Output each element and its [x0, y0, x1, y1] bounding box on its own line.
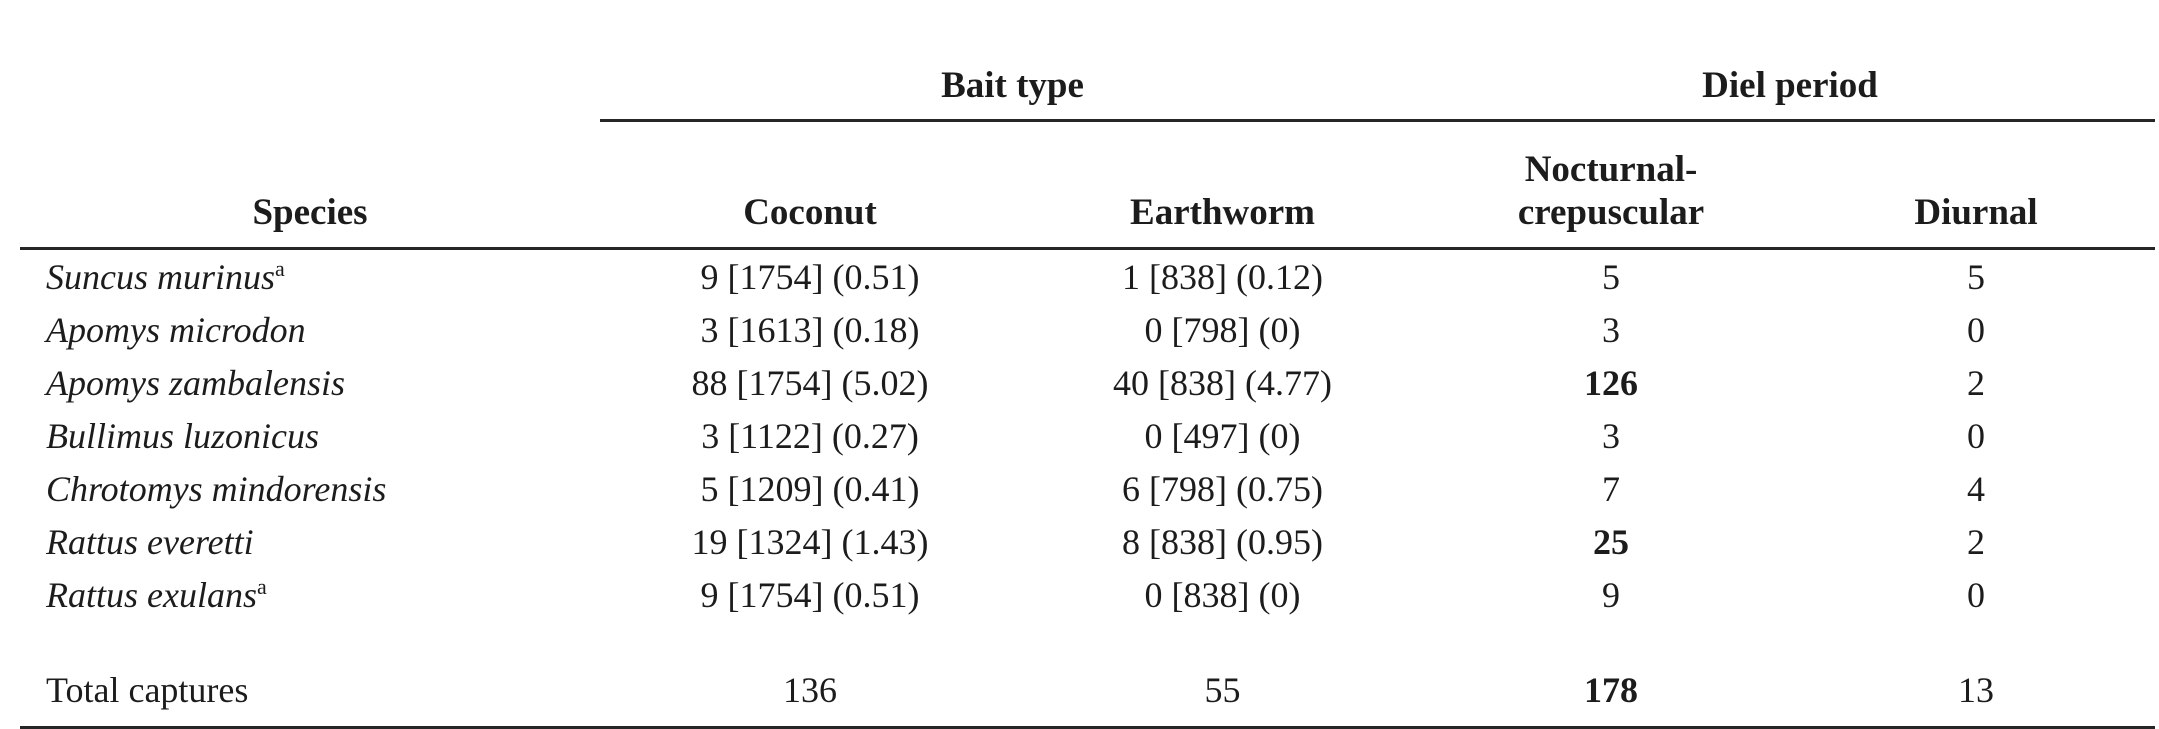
species-name: Rattus exulansa [20, 568, 600, 621]
diurnal-value: 4 [1967, 468, 1986, 509]
column-header-nocturnal-crepuscular: Nocturnal-crepuscular [1425, 120, 1798, 250]
group-header-spacer [20, 0, 600, 121]
coconut-value: 3 [1613] (0.18) [700, 309, 920, 350]
species-text: Rattus exulans [46, 574, 257, 615]
species-footnote-marker: a [256, 573, 267, 599]
diurnal-value: 2 [1967, 362, 1986, 403]
nocturnal-value: 25 [1593, 521, 1630, 562]
species-name: Rattus everetti [20, 515, 600, 568]
total-coconut-value: 136 [600, 621, 1020, 729]
coconut-value: 3 [1122] (0.27) [701, 415, 919, 456]
column-header-species: Species [20, 120, 600, 250]
coconut-value: 88 [1754] (5.02) [691, 362, 929, 403]
group-header-bait-type: Bait type [600, 0, 1426, 122]
table-row-apomys-zambalensis: Apomys zambalensis 88 [1754] (5.02) 40 [… [20, 356, 2155, 409]
coconut-value: 9 [1754] (0.51) [700, 574, 920, 615]
coconut-value: 19 [1324] (1.43) [691, 521, 929, 562]
table-row-suncus-murinus: Suncus murinusa 9 [1754] (0.51) 1 [838] … [20, 249, 2155, 304]
column-header-diurnal: Diurnal [1797, 120, 2156, 250]
species-text: Bullimus luzonicus [46, 415, 320, 456]
species-name: Apomys microdon [20, 303, 600, 356]
group-header-diel-period: Diel period [1425, 0, 2156, 122]
table-row-bullimus-luzonicus: Bullimus luzonicus 3 [1122] (0.27) 0 [49… [20, 409, 2155, 462]
total-captures-row: Total captures 136 55 178 13 [20, 621, 2156, 729]
nocturnal-value: 7 [1602, 468, 1621, 509]
coconut-value: 5 [1209] (0.41) [700, 468, 920, 509]
table-row-rattus-everetti: Rattus everetti 19 [1324] (1.43) 8 [838]… [20, 515, 2155, 568]
group-header-row: Bait type Diel period [20, 0, 2156, 122]
nocturnal-value: 3 [1602, 415, 1621, 456]
coconut-value: 9 [1754] (0.51) [700, 256, 920, 297]
earthworm-value: 6 [798] (0.75) [1122, 468, 1323, 509]
total-captures-label: Total captures [20, 621, 600, 729]
species-name: Bullimus luzonicus [20, 409, 600, 462]
nocturnal-value: 126 [1584, 362, 1639, 403]
column-header-coconut: Coconut [600, 120, 1020, 250]
species-text: Suncus murinus [46, 256, 276, 297]
diurnal-value: 2 [1967, 521, 1986, 562]
species-name: Apomys zambalensis [20, 356, 600, 409]
nocturnal-value: 5 [1602, 256, 1621, 297]
table-row-chrotomys-mindorensis: Chrotomys mindorensis 5 [1209] (0.41) 6 … [20, 462, 2155, 515]
species-text: Apomys zambalensis [46, 362, 345, 403]
diurnal-value: 0 [1967, 574, 1986, 615]
column-header-earthworm: Earthworm [1020, 120, 1426, 250]
species-text: Apomys microdon [46, 309, 306, 350]
species-footnote-marker: a [275, 255, 285, 281]
nocturnal-value: 9 [1602, 574, 1621, 615]
total-earthworm-value: 55 [1020, 621, 1426, 729]
total-nocturnal-value: 178 [1425, 621, 1798, 729]
species-text: Rattus everetti [46, 521, 254, 562]
total-diurnal-value: 13 [1797, 621, 2156, 729]
species-text: Chrotomys mindorensis [46, 468, 387, 509]
diurnal-value: 0 [1967, 309, 1986, 350]
column-header-row: Species Coconut Earthworm Nocturnal-crep… [20, 120, 2156, 250]
earthworm-value: 8 [838] (0.95) [1122, 521, 1323, 562]
species-name: Suncus murinusa [20, 249, 600, 304]
earthworm-value: 0 [838] (0) [1144, 574, 1301, 615]
earthworm-value: 40 [838] (4.77) [1113, 362, 1332, 403]
table-row-rattus-exulans: Rattus exulansa 9 [1754] (0.51) 0 [838] … [20, 568, 2155, 621]
table-row-apomys-microdon: Apomys microdon 3 [1613] (0.18) 0 [798] … [20, 303, 2155, 356]
earthworm-value: 0 [497] (0) [1144, 415, 1301, 456]
diurnal-value: 5 [1967, 256, 1986, 297]
earthworm-value: 1 [838] (0.12) [1122, 256, 1323, 297]
diurnal-value: 0 [1967, 415, 1986, 456]
earthworm-value: 0 [798] (0) [1144, 309, 1301, 350]
column-header-nocturnal-label: Nocturnal-crepuscular [1517, 148, 1705, 234]
captures-table: Bait type Diel period Species Coconut Ea… [20, 0, 2156, 729]
species-name: Chrotomys mindorensis [20, 462, 600, 515]
nocturnal-value: 3 [1602, 309, 1621, 350]
